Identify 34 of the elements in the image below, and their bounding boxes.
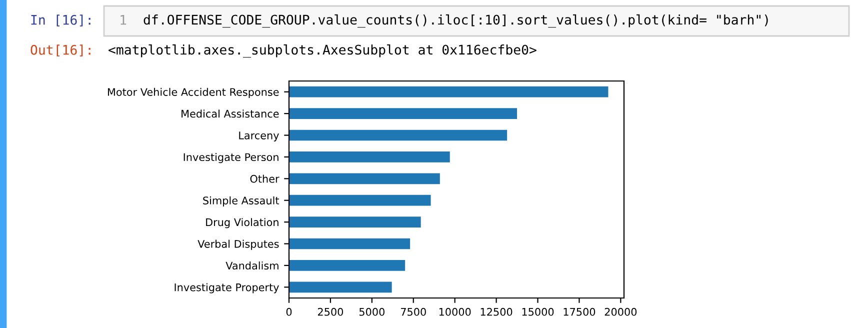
- text: 1: [120, 15, 126, 25]
- text: <matplotlib.axes._subplots.AxesSubplot at 0x116ecfbe0>: [108, 44, 536, 58]
- x-tick-label: 0: [286, 308, 292, 316]
- x-tick-label: 15000: [522, 308, 554, 316]
- y-tick-label: Other: [250, 174, 280, 183]
- bar: [289, 282, 392, 293]
- y-tick-label: Verbal Disputes: [198, 240, 279, 250]
- y-tick-label: Medical Assistance: [182, 110, 279, 118]
- x-tick-label: 5000: [359, 308, 384, 316]
- y-tick-label: Simple Assault: [203, 196, 280, 206]
- bar: [289, 238, 410, 250]
- bar: [289, 173, 440, 184]
- y-tick-label: Drug Violation: [206, 218, 278, 228]
- y-tick-label: Vandalism: [226, 261, 278, 270]
- text: df.OFFENSE_CODE_GROUP.value_counts().iloc[:10].sort_values().plot(kind= "barh"): [144, 14, 768, 28]
- x-tick-label: 12500: [480, 308, 512, 316]
- y-tick-label: Investigate Person: [184, 152, 278, 164]
- text: In [16]:: [31, 14, 90, 26]
- x-tick-label: 17500: [564, 308, 596, 316]
- x-tick-label: 10000: [439, 308, 471, 316]
- bar: [289, 194, 431, 206]
- bar: [289, 152, 450, 162]
- x-tick-label: 20000: [604, 308, 637, 316]
- bar: [289, 260, 406, 271]
- bar: [289, 130, 508, 141]
- y-tick-label: Larceny: [239, 132, 279, 142]
- text: Out[16]:: [30, 44, 90, 56]
- bar: [289, 86, 608, 98]
- y-tick-label: Motor Vehicle Accident Response: [108, 88, 279, 98]
- bar: [289, 216, 421, 228]
- x-tick-label: 7500: [400, 308, 426, 316]
- y-tick-label: Investigate Property: [174, 283, 279, 294]
- x-tick-label: 2500: [318, 308, 344, 316]
- bar: [289, 108, 518, 119]
